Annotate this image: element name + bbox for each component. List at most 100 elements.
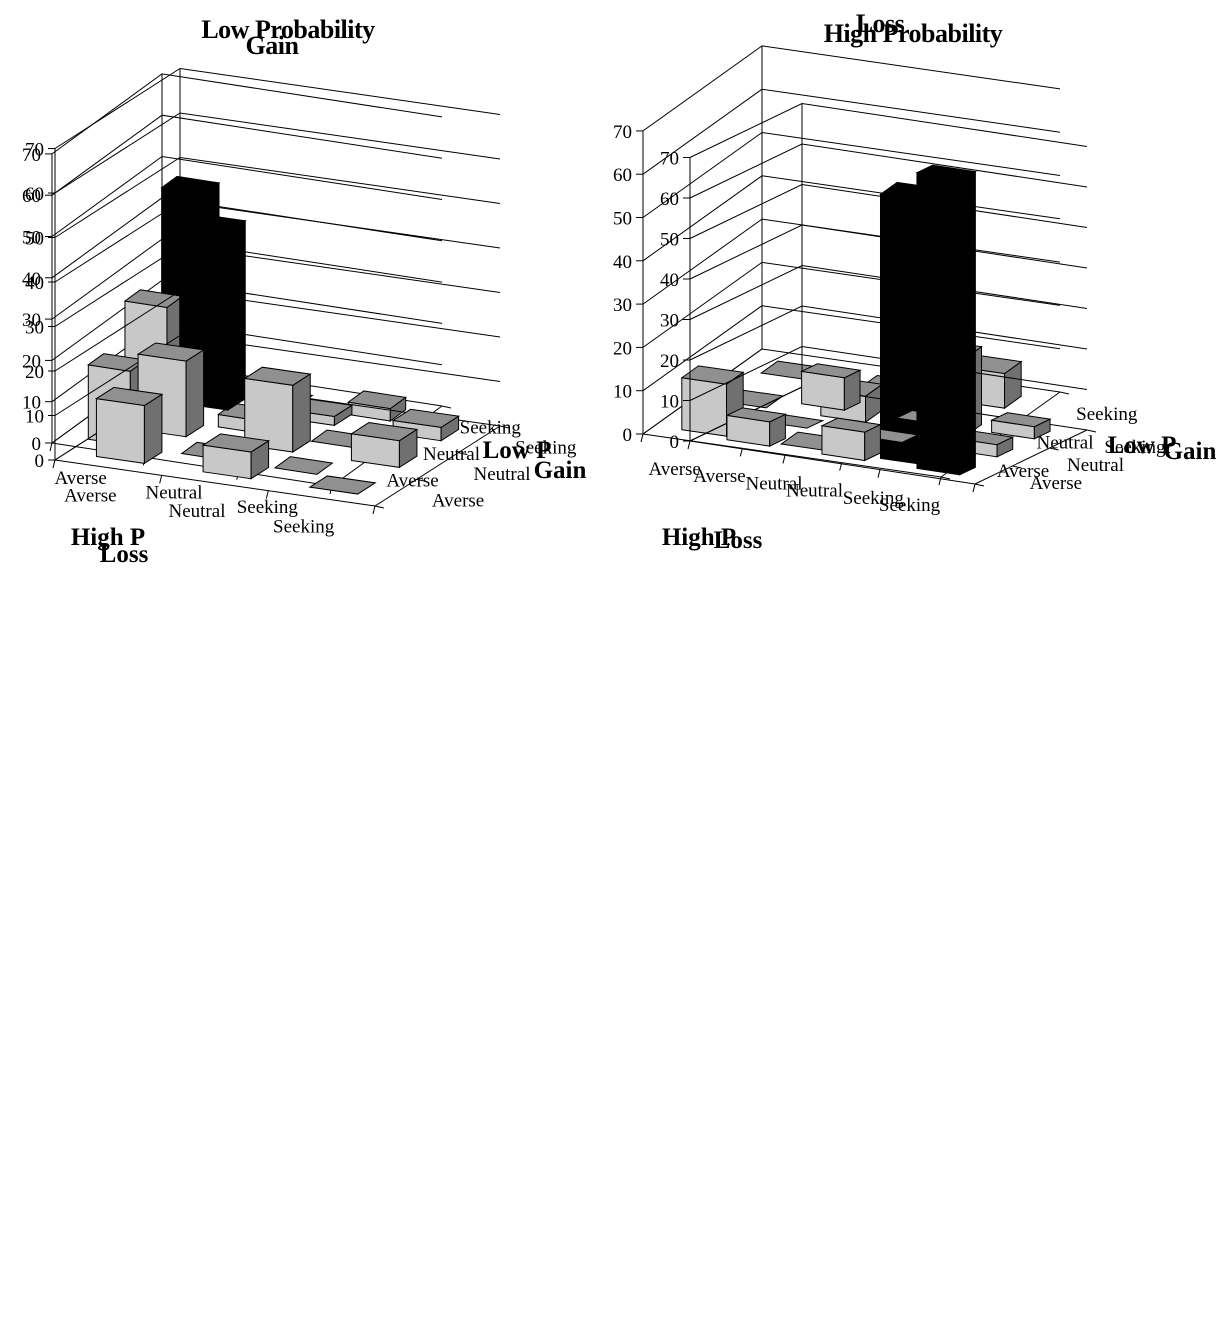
bar-top-face [95, 386, 164, 407]
y-tick-label: 30 [660, 311, 679, 332]
chart-low-probability: 0 10 20 30 40 50 60 70 Averse Neutral Seeking Avers… [25, 15, 586, 568]
y-tick-label: 50 [613, 209, 632, 230]
x-category-label: Averse [693, 466, 745, 487]
z-category-label: Averse [1030, 473, 1082, 494]
x-category-label: Averse [54, 468, 106, 489]
z-tick [1059, 391, 1070, 395]
y-tick-label: 20 [613, 338, 632, 359]
bar [725, 407, 788, 447]
y-tick-label: 10 [25, 407, 44, 428]
x-category-label: Neutral [746, 474, 803, 495]
z-category-label: Seeking [1076, 404, 1138, 425]
bar [350, 422, 419, 469]
depth-axis-title: Gain [534, 457, 587, 484]
bar-top-face [725, 407, 788, 423]
y-tick-label: 60 [660, 189, 679, 210]
bar [820, 417, 883, 462]
bar [347, 390, 407, 422]
bar-side-face [959, 170, 976, 476]
z-category-label: Averse [386, 471, 438, 492]
gridline [642, 175, 1061, 262]
y-tick-label: 60 [613, 165, 632, 186]
bar-top-face [680, 365, 745, 385]
y-tick-label: 20 [22, 351, 41, 372]
x-category-label: Seeking [879, 495, 941, 516]
front-axis-title: Loss [714, 527, 763, 554]
bar [95, 386, 164, 465]
y-tick-label: 10 [22, 393, 41, 414]
y-tick-label: 10 [660, 392, 679, 413]
x-category-label: Averse [64, 486, 116, 507]
gridline [51, 238, 443, 320]
x-tick [640, 433, 644, 443]
front-axis-title: High P [662, 524, 736, 551]
y-tick-label: 20 [25, 362, 44, 383]
bar-side-face [143, 393, 163, 465]
z-tick [1012, 465, 1022, 469]
front-axis-title: High P [71, 524, 145, 551]
bar-top-face [391, 408, 460, 428]
y-tick-label: 40 [25, 273, 44, 294]
bar-front-face [916, 172, 961, 476]
gridline [51, 197, 443, 279]
gridline [642, 261, 1061, 348]
bar-top-face [136, 342, 205, 362]
depth-axis-line [374, 425, 501, 507]
y-tick-label: 50 [660, 230, 679, 251]
chart-title: Gain [246, 31, 300, 60]
y-tick-label: 0 [623, 425, 633, 446]
x-tick [687, 440, 691, 450]
z-tick [416, 478, 426, 482]
z-tick [974, 483, 985, 487]
bar [243, 366, 312, 453]
bar [273, 456, 334, 475]
bar-side-face [185, 348, 205, 438]
bar-top-face [243, 366, 312, 386]
x-tick [877, 469, 881, 478]
bar [799, 363, 862, 411]
y-tick-label: 60 [25, 184, 44, 205]
y-tick-label: 30 [613, 295, 632, 316]
bar [989, 412, 1052, 440]
plot-area [48, 67, 510, 515]
y-tick-label: 40 [22, 269, 41, 290]
z-category-label: Seeking [515, 437, 577, 458]
x-tick [782, 455, 786, 464]
x-category-label: Neutral [146, 483, 203, 504]
gridline [642, 88, 1061, 175]
bar [201, 433, 270, 480]
bar-top-face [347, 390, 407, 410]
z-tick [374, 505, 385, 509]
z-category-label: Seeking [1104, 437, 1166, 458]
x-tick [159, 475, 163, 484]
x-category-label: Neutral [169, 501, 226, 522]
chart-high-probability: 010203040506070AverseNeutralSeekingAvers… [660, 19, 1216, 554]
bar-top-face [308, 475, 377, 495]
z-category-label: Neutral [1067, 455, 1124, 476]
bar [308, 475, 377, 495]
x-category-label: Seeking [273, 516, 335, 537]
bar-top-face [820, 417, 883, 433]
z-tick [940, 476, 951, 480]
bar-top-face [989, 412, 1052, 428]
bar [915, 164, 978, 476]
bar-top-face [799, 363, 862, 379]
y-tick-label: 70 [25, 140, 44, 161]
depth-axis-title: Gain [1164, 438, 1217, 465]
plot-area [683, 102, 1097, 493]
front-axis-line [689, 440, 976, 485]
z-category-label: Seeking [460, 417, 522, 438]
x-tick [52, 459, 56, 469]
y-tick-label: 60 [22, 186, 41, 207]
gridline [642, 131, 1061, 218]
x-tick [739, 448, 743, 457]
x-category-label: Averse [648, 459, 700, 480]
gridline [51, 155, 443, 237]
x-tick [265, 490, 269, 499]
x-tick [372, 505, 376, 515]
y-tick-label: 50 [22, 228, 41, 249]
z-tick [458, 452, 468, 456]
depth-axis-title: Low P [483, 437, 552, 464]
gridline [642, 218, 1061, 305]
y-tick-label: 0 [670, 432, 680, 453]
